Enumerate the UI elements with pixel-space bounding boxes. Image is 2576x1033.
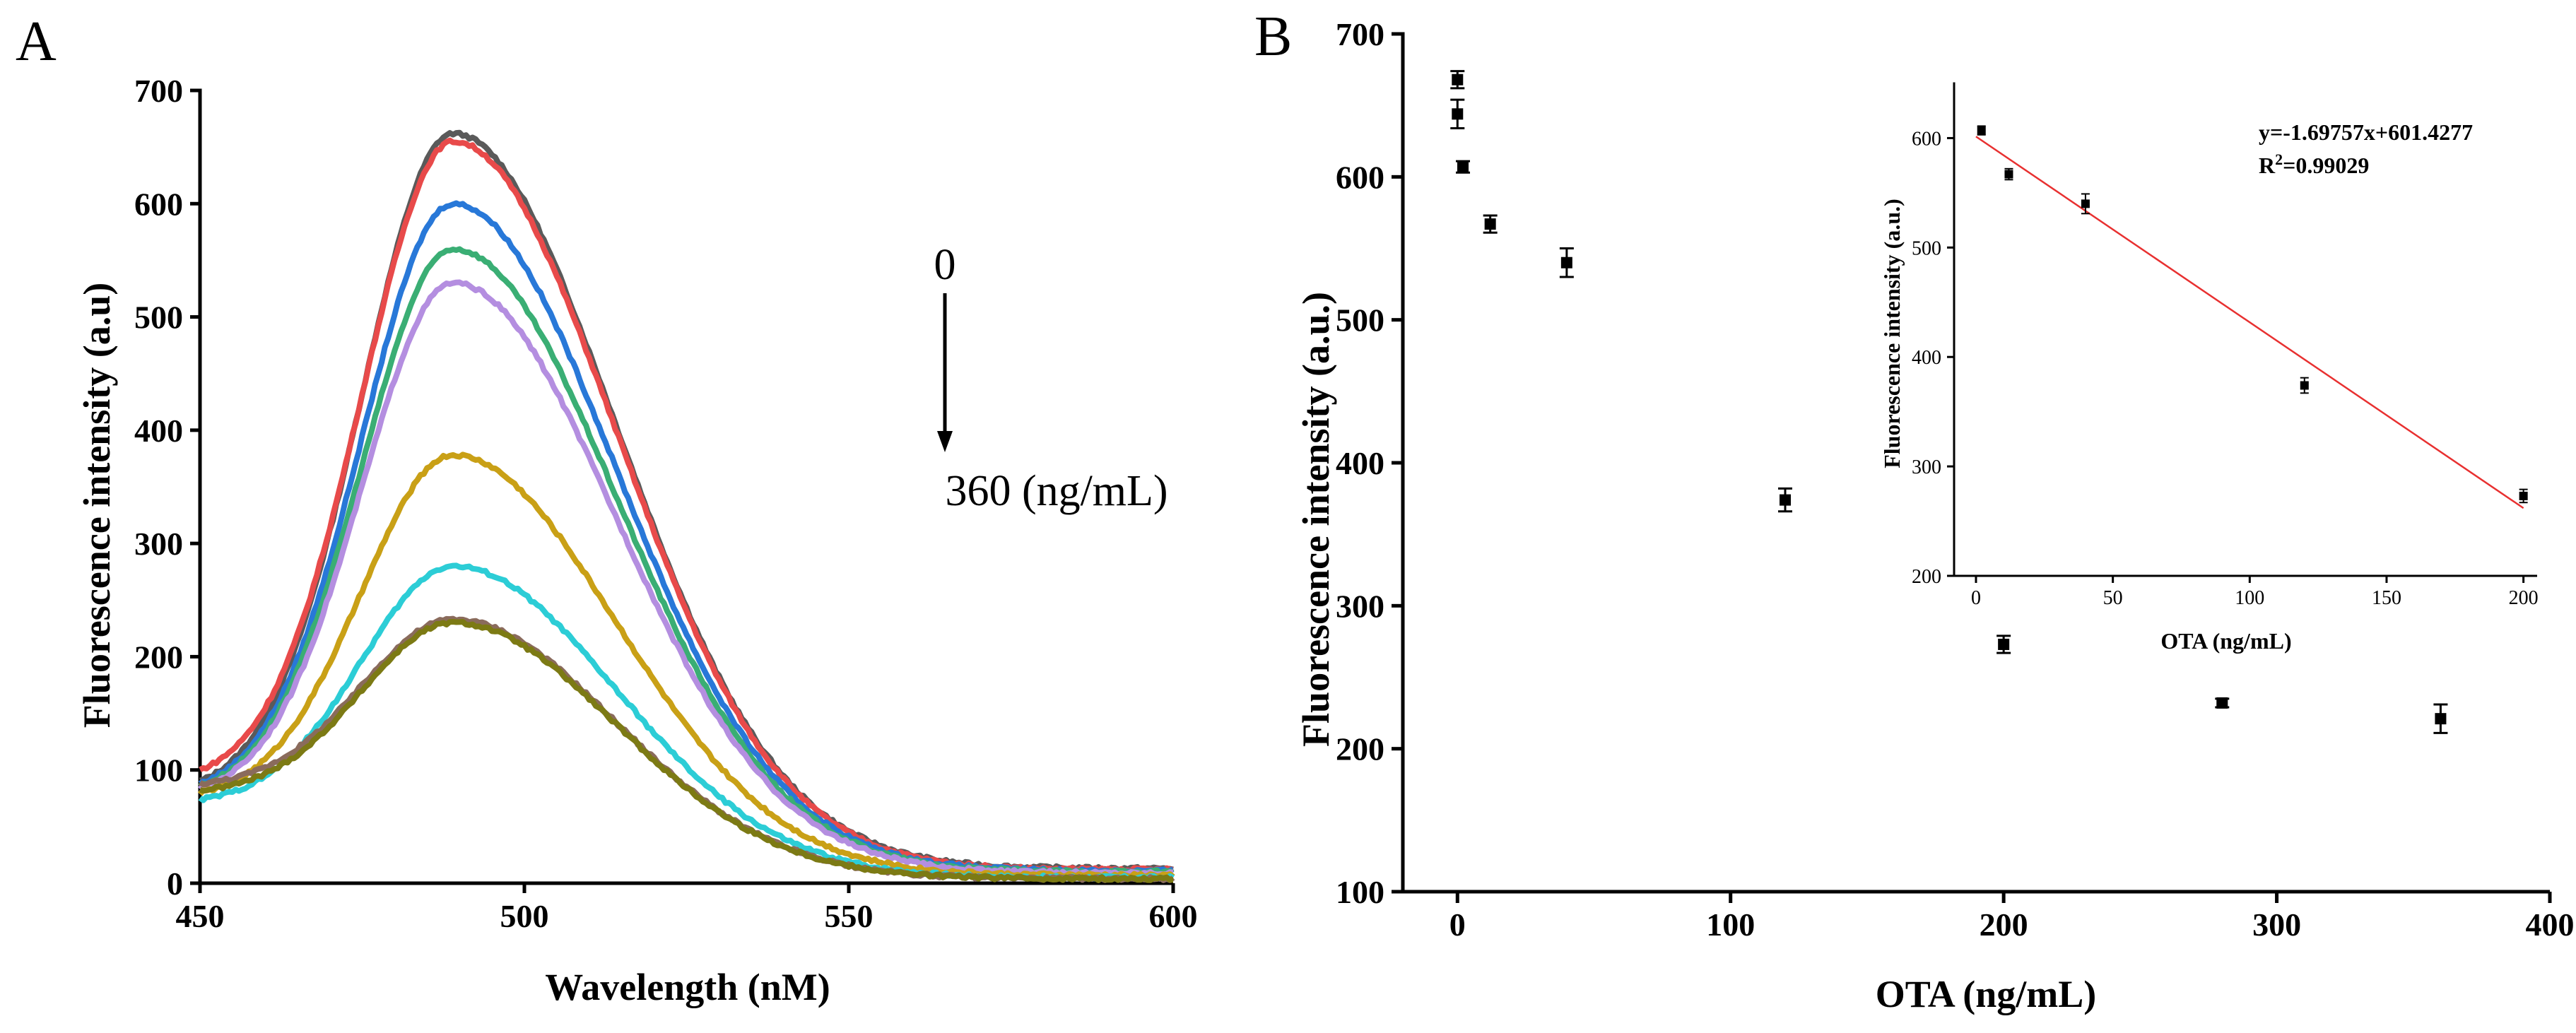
panel-label-a: A — [16, 11, 57, 73]
calibration-point-7 — [1998, 638, 2010, 650]
inset-point-3 — [2081, 199, 2090, 208]
inset-y-axis-label: Fluorescence intensity (a.u.) — [1879, 199, 1905, 468]
inset-x-axis-label: OTA (ng/mL) — [2160, 628, 2291, 654]
spectra-x-axis-label: Wavelength (nM) — [545, 966, 830, 1008]
inset-point-2 — [2004, 170, 2013, 179]
calibration-point-5 — [1560, 256, 1572, 268]
calibration-point-2 — [1452, 108, 1464, 120]
inset-y-tick-label: 500 — [1912, 237, 1941, 259]
inset-point-5 — [2519, 491, 2528, 500]
calibration-y-tick-label: 500 — [1336, 302, 1384, 338]
spectra-y-tick-label: 700 — [134, 73, 183, 109]
inset-y-tick-label: 600 — [1912, 128, 1941, 150]
calibration-y-tick-label: 100 — [1336, 874, 1384, 910]
arrow-bottom-label: 360 (ng/mL) — [945, 467, 1168, 515]
spectra-chart: Wavelength (nM) Fluorescence intensity (… — [76, 73, 1198, 1008]
calibration-x-tick-label: 0 — [1449, 907, 1466, 943]
spectra-y-axis-label: Fluorescence intensity (a.u) — [76, 283, 118, 728]
spectrum-line-4 — [198, 246, 1175, 877]
inset-y-tick-label: 200 — [1912, 566, 1941, 588]
calibration-y-tick-label: 400 — [1336, 445, 1384, 481]
spectra-y-tick-label: 600 — [134, 186, 183, 222]
inset-x-tick-label: 200 — [2509, 587, 2539, 609]
calibration-x-tick-label: 200 — [1980, 907, 2028, 943]
spectra-y-tick-label: 0 — [167, 866, 183, 902]
fit-line — [1975, 136, 2524, 509]
inset-x-tick-label: 50 — [2103, 587, 2123, 609]
spectra-y-tick-label: 100 — [134, 752, 183, 789]
spectra-y-tick-label: 200 — [134, 639, 183, 675]
calibration-point-6 — [1780, 494, 1791, 506]
calibration-point-9 — [2435, 713, 2447, 725]
calibration-point-8 — [2216, 697, 2228, 709]
calibration-point-4 — [1484, 218, 1496, 230]
inset-point-1 — [1977, 126, 1986, 135]
panel-label-b: B — [1254, 6, 1292, 68]
calibration-chart: OTA (ng/mL) Fluorescence intensity (a.u.… — [1295, 16, 2575, 1015]
calibration-x-tick-label: 400 — [2526, 907, 2575, 943]
calibration-y-axis-label: Fluorescence intensity (a.u.) — [1295, 292, 1337, 747]
spectra-x-tick-label: 550 — [825, 898, 874, 934]
linear-fit-inset: OTA (ng/mL) Fluorescence intensity (a.u.… — [1879, 82, 2539, 654]
calibration-y-tick-label: 600 — [1336, 159, 1384, 195]
inset-point-4 — [2300, 381, 2309, 390]
calibration-y-tick-label: 300 — [1336, 588, 1384, 624]
spectra-y-tick-label: 300 — [134, 526, 183, 562]
spectra-y-tick-label: 400 — [134, 413, 183, 449]
spectrum-line-9 — [199, 619, 1174, 883]
fit-r-squared: R2=0.99029 — [2259, 150, 2369, 178]
inset-x-tick-label: 100 — [2235, 587, 2264, 609]
arrow-top-label: 0 — [934, 241, 956, 289]
inset-x-tick-label: 150 — [2372, 587, 2401, 609]
calibration-y-tick-label: 200 — [1336, 731, 1384, 767]
inset-y-tick-label: 400 — [1912, 347, 1941, 369]
calibration-x-tick-label: 100 — [1706, 907, 1755, 943]
spectra-x-tick-label: 500 — [500, 898, 549, 934]
inset-y-tick-label: 300 — [1912, 456, 1941, 478]
fit-equation: y=-1.69757x+601.4277 — [2259, 119, 2473, 145]
inset-x-tick-label: 0 — [1971, 587, 1981, 609]
calibration-point-1 — [1452, 73, 1464, 85]
calibration-y-tick-label: 700 — [1336, 16, 1384, 52]
calibration-point-3 — [1457, 161, 1469, 173]
spectra-x-tick-label: 600 — [1149, 898, 1198, 934]
concentration-arrow-head — [937, 431, 953, 452]
calibration-x-tick-label: 300 — [2252, 907, 2301, 943]
calibration-x-axis-label: OTA (ng/mL) — [1876, 973, 2097, 1015]
spectra-x-tick-label: 450 — [176, 898, 225, 934]
spectra-y-tick-label: 500 — [134, 300, 183, 336]
